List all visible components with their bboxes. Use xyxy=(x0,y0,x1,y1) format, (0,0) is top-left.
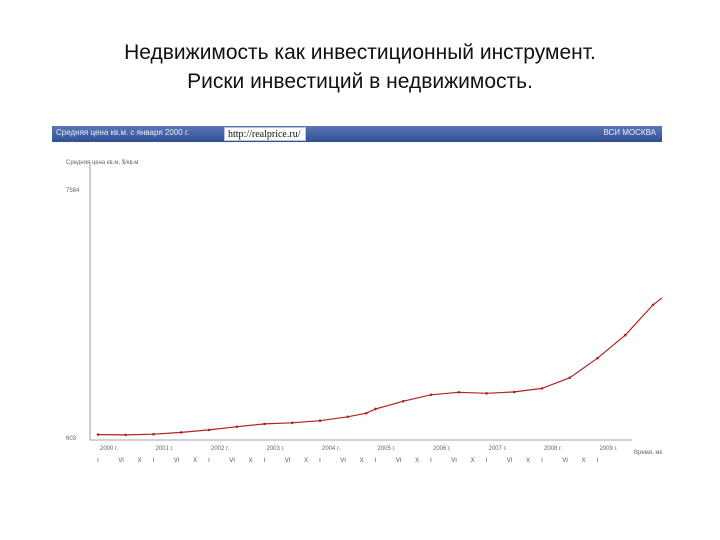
x-month-label: VI xyxy=(174,458,180,464)
y-tick-label: 603 xyxy=(66,436,77,442)
data-point xyxy=(512,390,516,394)
x-month-label: X xyxy=(304,458,308,464)
x-month-label: X xyxy=(360,458,364,464)
data-point xyxy=(207,428,211,432)
slide-title-line-1: Недвижимость как инвестиционный инструме… xyxy=(124,41,596,64)
x-month-label: VI xyxy=(451,458,457,464)
x-month-label: I xyxy=(264,458,266,464)
data-point xyxy=(401,399,405,403)
data-point xyxy=(235,425,239,429)
data-point xyxy=(263,422,266,426)
x-year-label: 2007 г. xyxy=(489,446,507,452)
x-axis-labels: 2000 г. 2001 г. 2002 г. 2003 г. 2004 г. 2005 … xyxy=(97,446,662,464)
x-month-label: VI xyxy=(285,458,291,464)
x-month-label: I xyxy=(541,458,543,464)
x-year-label: 2008 г. xyxy=(544,446,562,452)
chart-header-caption: Средняя цена кв.м. с января 2000 г. xyxy=(56,128,190,137)
x-axis-title: Время, мес. xyxy=(634,450,662,456)
price-line-chart: Средняя цена кв.м, $/кв.м 603 7584 2000 г.… xyxy=(66,160,662,464)
x-month-label: X xyxy=(526,458,530,464)
data-point xyxy=(596,356,599,360)
x-month-label: I xyxy=(597,458,599,464)
data-point xyxy=(485,392,488,395)
data-point xyxy=(179,431,183,434)
data-point xyxy=(623,333,627,337)
x-year-label: 2000 г. xyxy=(100,446,118,452)
x-month-label: I xyxy=(208,458,210,464)
x-month-label: I xyxy=(486,458,488,464)
source-url: http://realprice.ru/ xyxy=(224,127,306,141)
data-point xyxy=(318,419,322,422)
x-year-label: 2006 г. xyxy=(433,446,451,452)
data-point xyxy=(651,303,655,307)
series-line xyxy=(97,297,662,436)
data-point xyxy=(152,432,155,436)
chart-series xyxy=(96,297,662,437)
x-year-label: 2001 г. xyxy=(156,446,174,452)
x-month-label: I xyxy=(153,458,155,464)
y-axis-title: Средняя цена кв.м, $/кв.м xyxy=(66,160,138,166)
data-point xyxy=(374,407,377,411)
x-month-label: X xyxy=(193,458,197,464)
data-point xyxy=(290,421,294,425)
x-month-label: X xyxy=(138,458,142,464)
slide-title: Недвижимость как инвестиционный инструме… xyxy=(0,38,720,96)
data-point xyxy=(96,433,100,436)
data-point xyxy=(364,411,368,415)
y-tick-label: 7584 xyxy=(66,188,80,194)
data-point xyxy=(124,433,128,437)
chart-header-bar: Средняя цена кв.м. с января 2000 г. ВСИ … xyxy=(52,126,662,142)
y-axis-labels: Средняя цена кв.м, $/кв.м 603 7584 xyxy=(66,160,138,442)
chart-axes xyxy=(89,162,632,441)
x-month-label: VI xyxy=(229,458,235,464)
x-month-label: VI xyxy=(340,458,346,464)
x-month-label: X xyxy=(415,458,419,464)
x-month-label: X xyxy=(582,458,586,464)
chart-header-region: ВСИ МОСКВА xyxy=(603,128,656,137)
x-month-label: X xyxy=(471,458,475,464)
data-point xyxy=(346,415,350,419)
data-point xyxy=(457,390,461,394)
x-month-label: X xyxy=(249,458,253,464)
x-year-label: 2009 г. xyxy=(600,446,618,452)
x-month-label: VI xyxy=(562,458,568,464)
x-month-label: I xyxy=(97,458,99,464)
x-month-label: VI xyxy=(507,458,513,464)
x-month-label: VI xyxy=(396,458,402,464)
x-month-label: VI xyxy=(118,458,124,464)
slide-title-line-2: Риски инвестиций в недвижимость. xyxy=(187,70,533,93)
x-month-label: I xyxy=(319,458,321,464)
data-point xyxy=(568,376,572,380)
data-point xyxy=(540,387,544,390)
x-month-label: I xyxy=(375,458,377,464)
x-year-label: 2004 г. xyxy=(322,446,340,452)
x-year-label: 2002 г. xyxy=(211,446,229,452)
data-point xyxy=(429,393,433,397)
x-year-label: 2003 г. xyxy=(267,446,285,452)
x-year-label: 2005 г. xyxy=(378,446,396,452)
x-month-label: I xyxy=(430,458,432,464)
